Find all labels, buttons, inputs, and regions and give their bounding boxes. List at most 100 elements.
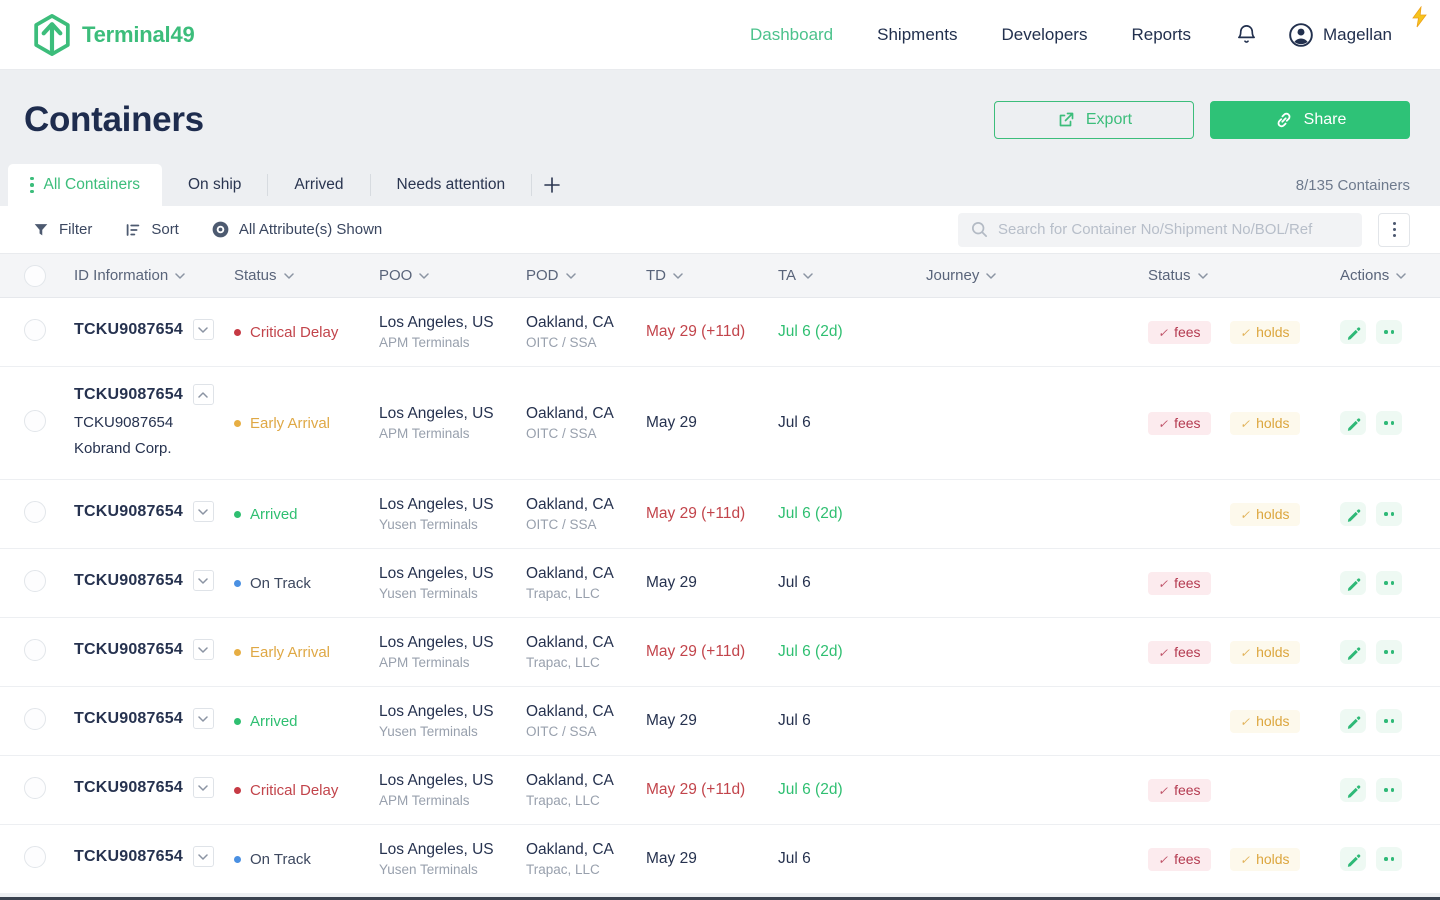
chevron-down-icon — [175, 272, 185, 279]
share-button[interactable]: Share — [1210, 101, 1410, 139]
fees-badge[interactable]: fees — [1148, 640, 1211, 664]
col-pod[interactable]: POD — [526, 267, 646, 284]
plus-icon — [543, 176, 561, 194]
tab-all-containers[interactable]: All Containers — [8, 164, 162, 206]
fees-badge[interactable]: fees — [1148, 320, 1211, 344]
col-td[interactable]: TD — [646, 267, 778, 284]
tab-needs-attention[interactable]: Needs attention — [396, 176, 506, 193]
notifications-button[interactable] — [1235, 23, 1258, 46]
status-label: Critical Delay — [250, 781, 339, 799]
fees-badge[interactable]: fees — [1148, 411, 1211, 435]
fees-badge[interactable]: fees — [1148, 778, 1211, 802]
expand-toggle-button[interactable] — [192, 777, 214, 798]
table-options-button[interactable] — [1378, 212, 1410, 247]
holds-badge[interactable]: holds — [1230, 847, 1300, 871]
status-cell: Arrived — [234, 506, 379, 523]
col-status[interactable]: Status — [234, 267, 379, 284]
status-badges-cell: fees holds — [1148, 640, 1340, 664]
col-status-badges[interactable]: Status — [1148, 267, 1340, 284]
export-button[interactable]: Export — [994, 101, 1194, 139]
holds-badge[interactable]: holds — [1230, 411, 1300, 435]
pod-cell: Oakland, CA OITC / SSA — [526, 312, 646, 353]
nav-shipments[interactable]: Shipments — [877, 24, 958, 44]
holds-badge-label: holds — [1256, 505, 1290, 522]
fees-badge-label: fees — [1174, 323, 1201, 340]
row-checkbox[interactable] — [24, 707, 46, 730]
status-badges-cell: fees holds — [1148, 709, 1340, 733]
row-checkbox[interactable] — [24, 500, 46, 523]
attributes-button[interactable]: All Attribute(s) Shown — [211, 220, 382, 239]
container-id: TCKU9087654 — [74, 640, 183, 658]
ta-value: Jul 6 (2d) — [778, 323, 843, 340]
fees-badge[interactable]: fees — [1148, 847, 1211, 871]
holds-badge[interactable]: holds — [1230, 640, 1300, 664]
row-checkbox[interactable] — [24, 776, 46, 799]
holds-badge[interactable]: holds — [1230, 320, 1300, 344]
user-name: Magellan — [1323, 24, 1392, 44]
poo-cell: Los Angeles, US APM Terminals — [379, 312, 526, 353]
actions-cell — [1340, 778, 1440, 802]
more-actions-button[interactable] — [1376, 320, 1402, 344]
expand-toggle-button[interactable] — [192, 570, 214, 591]
edit-button[interactable] — [1340, 640, 1366, 664]
tab-arrived[interactable]: Arrived — [294, 176, 344, 193]
expand-toggle-button[interactable] — [192, 846, 214, 867]
filter-button[interactable]: Filter — [32, 221, 92, 239]
edit-button[interactable] — [1340, 571, 1366, 595]
more-actions-button[interactable] — [1376, 709, 1402, 733]
expand-toggle-button[interactable] — [192, 501, 214, 522]
search-input[interactable] — [998, 221, 1350, 238]
col-actions[interactable]: Actions — [1340, 267, 1440, 284]
add-tab-button[interactable] — [532, 164, 572, 206]
holds-badge[interactable]: holds — [1230, 502, 1300, 526]
sort-button[interactable]: Sort — [124, 221, 179, 239]
more-actions-button[interactable] — [1376, 847, 1402, 871]
edit-button[interactable] — [1340, 709, 1366, 733]
status-label: On Track — [250, 850, 311, 868]
fees-badge-label: fees — [1174, 643, 1201, 660]
edit-button[interactable] — [1340, 778, 1366, 802]
row-checkbox[interactable] — [24, 409, 46, 432]
pod-terminal: OITC / SSA — [526, 334, 597, 350]
user-menu[interactable]: Magellan — [1288, 22, 1392, 48]
share-label: Share — [1303, 111, 1347, 128]
pod-city: Oakland, CA — [526, 564, 614, 582]
col-id-information[interactable]: ID Information — [74, 267, 234, 284]
expand-toggle-button[interactable] — [192, 384, 214, 405]
poo-terminal: Yusen Terminals — [379, 723, 478, 739]
expand-toggle-button[interactable] — [192, 708, 214, 729]
more-actions-button[interactable] — [1376, 411, 1402, 435]
expand-toggle-button[interactable] — [192, 639, 214, 660]
poo-city: Los Angeles, US — [379, 564, 494, 582]
row-checkbox[interactable] — [24, 569, 46, 592]
more-actions-button[interactable] — [1376, 640, 1402, 664]
edit-button[interactable] — [1340, 411, 1366, 435]
brand[interactable]: Terminal49 — [32, 13, 195, 57]
more-actions-button[interactable] — [1376, 502, 1402, 526]
edit-button[interactable] — [1340, 502, 1366, 526]
col-poo[interactable]: POO — [379, 267, 526, 284]
row-checkbox[interactable] — [24, 318, 46, 341]
col-journey[interactable]: Journey — [926, 267, 1148, 284]
table-row: TCKU9087654 On Track Los Angeles, US Yus… — [0, 549, 1440, 618]
edit-button[interactable] — [1340, 320, 1366, 344]
row-checkbox[interactable] — [24, 845, 46, 868]
expand-toggle-button[interactable] — [192, 319, 214, 340]
edit-button[interactable] — [1340, 847, 1366, 871]
status-dot — [234, 648, 241, 656]
more-actions-button[interactable] — [1376, 778, 1402, 802]
more-actions-button[interactable] — [1376, 571, 1402, 595]
holds-badge[interactable]: holds — [1230, 709, 1300, 733]
nav-dashboard[interactable]: Dashboard — [749, 24, 834, 44]
check-icon — [1158, 782, 1168, 798]
select-all-checkbox[interactable] — [24, 264, 46, 287]
col-ta[interactable]: TA — [778, 267, 926, 284]
nav-reports[interactable]: Reports — [1131, 24, 1191, 44]
fees-badge[interactable]: fees — [1148, 571, 1211, 595]
tab-on-ship[interactable]: On ship — [188, 176, 242, 193]
tab-divider — [531, 174, 533, 196]
id-cell: TCKU9087654 — [74, 639, 234, 665]
containers-panel: Filter Sort All Attribute(s) Shown — [0, 206, 1440, 894]
row-checkbox[interactable] — [24, 638, 46, 661]
nav-developers[interactable]: Developers — [1001, 24, 1088, 44]
